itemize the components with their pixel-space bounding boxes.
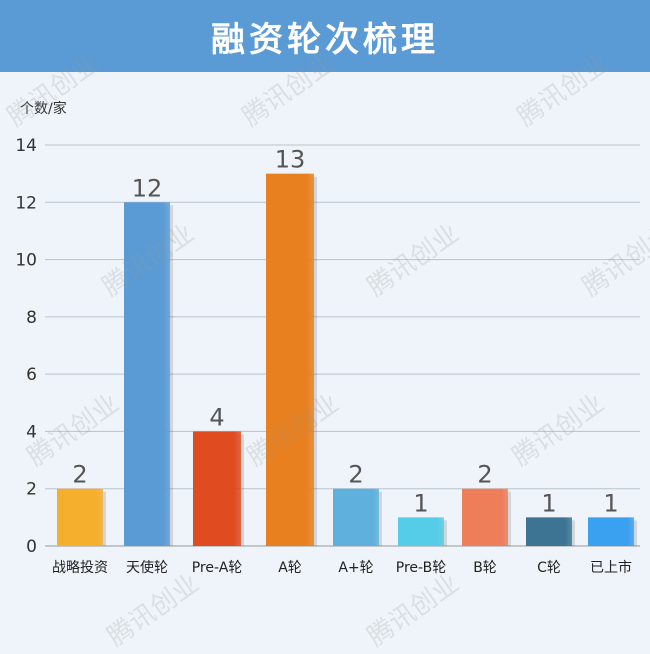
title-banner: 融资轮次梳理 [0, 0, 650, 72]
bar [462, 488, 508, 546]
x-tick-label: A轮 [278, 560, 302, 576]
data-label: 2 [477, 461, 492, 489]
y-tick-label: 14 [15, 136, 37, 156]
data-label: 2 [348, 461, 363, 489]
data-label: 1 [603, 489, 618, 517]
y-tick-label: 4 [26, 422, 37, 442]
data-label: 1 [413, 489, 428, 517]
x-tick-label: 战略投资 [52, 560, 108, 576]
x-tick-label: A+轮 [338, 560, 373, 576]
bar [526, 517, 572, 546]
data-label: 1 [541, 489, 556, 517]
bar-chart: 024681012142战略投资12天使轮4Pre-A轮13A轮2A+轮1Pre… [15, 136, 640, 576]
x-tick-label: 天使轮 [126, 559, 168, 576]
bar [266, 173, 314, 546]
y-tick-label: 6 [26, 365, 37, 385]
y-axis-unit-label: 个数/家 [20, 101, 67, 117]
page-title: 融资轮次梳理 [211, 19, 439, 60]
bar [398, 517, 444, 546]
x-tick-label: Pre-A轮 [192, 560, 243, 576]
y-tick-label: 2 [26, 480, 37, 500]
x-tick-label: Pre-B轮 [396, 560, 446, 576]
bar [193, 431, 241, 546]
y-tick-label: 10 [15, 251, 37, 271]
y-tick-label: 8 [26, 308, 37, 328]
data-label: 13 [275, 146, 306, 174]
x-tick-label: B轮 [473, 560, 497, 576]
bar [333, 488, 379, 546]
x-tick-label: 已上市 [590, 559, 632, 576]
bar [124, 202, 170, 547]
bar [57, 488, 103, 546]
y-tick-label: 0 [26, 537, 37, 557]
y-tick-label: 12 [15, 193, 37, 213]
data-label: 2 [72, 461, 87, 489]
data-label: 4 [209, 403, 224, 431]
data-label: 12 [132, 174, 163, 202]
x-tick-label: C轮 [537, 560, 561, 576]
bar [588, 517, 634, 546]
